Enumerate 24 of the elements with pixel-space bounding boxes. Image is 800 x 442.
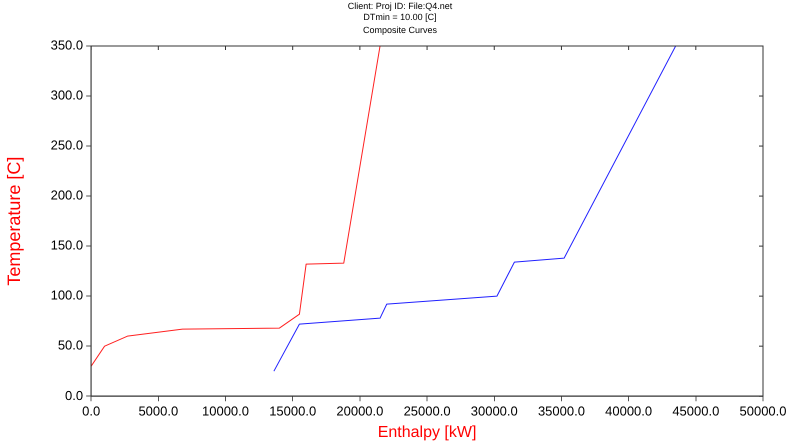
- y-tick-label: 300.0: [50, 88, 84, 103]
- text: Client: Proj ID: File:Q4.net: [346, 1, 454, 12]
- y-tick-label: 200.0: [50, 188, 84, 203]
- x-tick-label: 25000.0: [404, 404, 451, 419]
- y-tick-label: 100.0: [50, 288, 84, 303]
- x-tick-label: 50000.0: [740, 404, 786, 419]
- y-tick-label: 50.0: [58, 338, 84, 353]
- text: DTmin = 10.00 [C]: [362, 12, 438, 23]
- x-tick-label: 40000.0: [605, 404, 652, 419]
- x-tick-label: 45000.0: [672, 404, 720, 419]
- x-tick-label: 5000.0: [138, 404, 178, 419]
- y-tick-label: 150.0: [50, 238, 84, 253]
- x-tick-label: 15000.0: [269, 404, 316, 419]
- x-tick-label: 30000.0: [470, 404, 518, 419]
- y-tick-label: 0.0: [65, 388, 84, 403]
- x-tick-label: 10000.0: [202, 404, 250, 419]
- y-tick-label: 350.0: [50, 38, 84, 53]
- chart-title: Composite Curves: [362, 25, 438, 36]
- x-tick-label: 20000.0: [336, 404, 384, 419]
- x-axis-title: Enthalpy [kW]: [378, 424, 476, 441]
- x-tick-label: 0.0: [82, 404, 100, 419]
- x-tick-label: 35000.0: [538, 404, 585, 419]
- y-axis-title: Temperature [C]: [4, 156, 24, 286]
- y-tick-label: 250.0: [50, 138, 84, 153]
